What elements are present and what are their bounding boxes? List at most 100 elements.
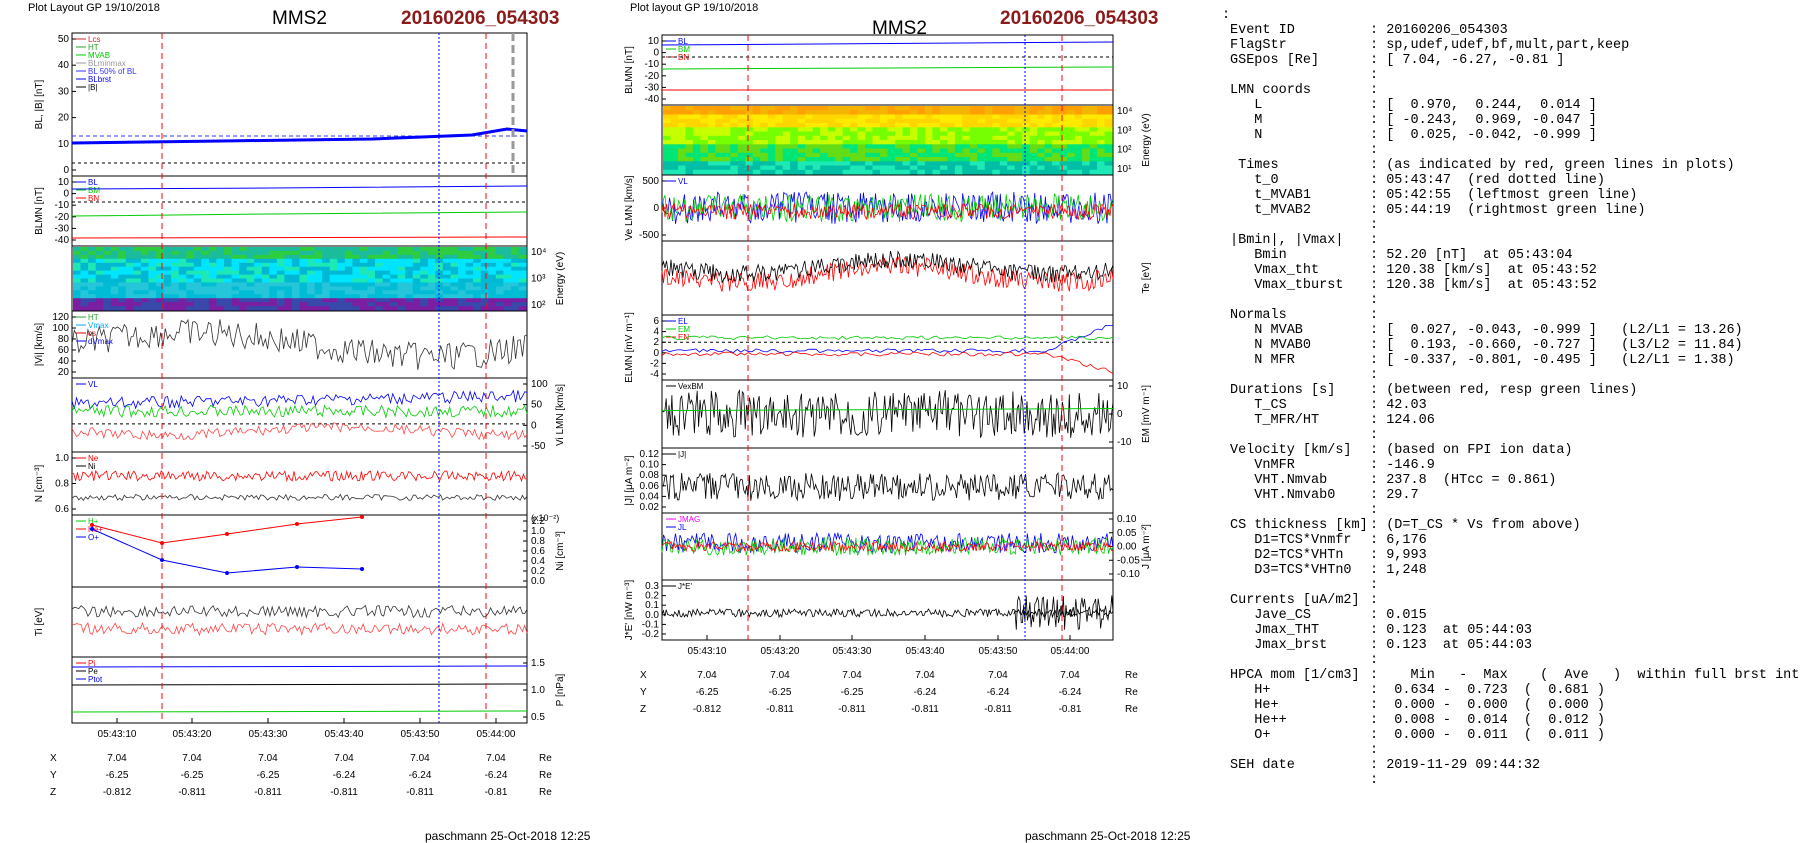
spectrogram-cell: [156, 306, 165, 311]
spectrogram-cell: [480, 302, 489, 307]
y-tick-label: 0.4: [531, 556, 545, 567]
spectrogram-cell: [427, 258, 437, 264]
spectrogram-cell: [163, 266, 172, 272]
spectrogram-cell: [842, 157, 851, 162]
spectrogram-cell: [480, 247, 489, 252]
spectrogram-cell: [208, 254, 218, 260]
info-value: : 20160206_054303: [1370, 23, 1508, 38]
spectrogram-cell: [880, 144, 889, 150]
spectrogram-cell: [329, 274, 338, 280]
spectrogram-cell: [700, 161, 709, 167]
spectrogram-cell: [1097, 118, 1106, 124]
spectrogram-cell: [992, 131, 1001, 137]
spectrogram-cell: [118, 286, 127, 291]
spectrogram-cell: [307, 266, 316, 272]
spectrogram-cell: [488, 294, 497, 299]
spectrogram-cell: [518, 294, 527, 299]
info-value: :: [1370, 593, 1379, 608]
spectrogram-cell: [1097, 144, 1106, 150]
spectrogram-cell: [797, 169, 806, 175]
spectrogram-cell: [984, 123, 993, 128]
y-tick-label: 0.3: [645, 581, 659, 592]
spectrogram-cell: [156, 298, 165, 303]
spectrogram-cell: [1014, 123, 1023, 128]
spectrogram-cell: [216, 250, 225, 256]
spectrogram-cell: [367, 286, 376, 291]
spectrogram-cell: [201, 247, 210, 252]
info-value: : (as indicated by red, green lines in p…: [1370, 158, 1735, 173]
spectrogram-cell: [954, 140, 963, 145]
left-event-title: 20160206_054303: [401, 8, 560, 29]
spectrogram-cell: [992, 114, 1001, 120]
spectrogram-cell: [700, 135, 709, 141]
spectrogram-cell: [775, 169, 784, 175]
spectrogram-cell: [307, 290, 316, 295]
spectrogram-cell: [269, 286, 278, 291]
spectrogram-cell: [1029, 118, 1038, 124]
spectrogram-cell: [186, 294, 195, 299]
spectrogram-cell: [790, 161, 799, 167]
y-tick-label: 10: [648, 36, 660, 47]
spectrogram-cell: [412, 282, 421, 287]
spectrogram-cell: [201, 262, 210, 268]
spectrogram-cell: [261, 278, 270, 283]
info-label: Event ID: [1230, 23, 1295, 38]
spectrogram-cell: [902, 131, 911, 137]
spectrogram-cell: [812, 148, 821, 154]
spectrogram-cell: [1082, 118, 1091, 124]
spectrogram-cell: [88, 278, 97, 283]
spectrogram-cell: [367, 274, 376, 280]
info-value: : sp,udef,udef,bf,mult,part,keep: [1370, 38, 1630, 53]
spectrogram-cell: [1022, 157, 1031, 162]
spectrogram-cell: [1067, 157, 1076, 162]
spectrogram-cell: [95, 258, 104, 264]
spectrogram-cell: [503, 278, 512, 283]
spectrogram-cell: [352, 254, 361, 260]
spectrogram-cell: [842, 123, 851, 128]
spectrogram-cell: [103, 282, 112, 287]
spectrogram-cell: [767, 114, 776, 120]
spectrogram-cell: [850, 165, 859, 171]
spectrogram-cell: [670, 144, 679, 150]
spectrogram-cell: [880, 161, 889, 167]
y-tick-label: 0.1: [645, 600, 659, 611]
spectrogram-cell: [977, 135, 986, 141]
spectrogram-cell: [80, 250, 89, 256]
spectrogram-cell: [1014, 106, 1023, 111]
spectrogram-cell: [1089, 131, 1098, 137]
spectrogram-cell: [495, 258, 504, 264]
spectrogram-cell: [450, 286, 459, 291]
y-axis-label: BLMN [nT]: [624, 46, 635, 94]
spectrogram-cell: [745, 110, 754, 116]
spectrogram-cell: [95, 290, 104, 295]
spectrogram-cell: [992, 135, 1001, 141]
spectrogram-cell: [954, 157, 963, 162]
spectrogram-cell: [95, 278, 104, 283]
spectrogram-cell: [216, 290, 225, 295]
spectrogram-cell: [442, 294, 452, 299]
spectrogram-cell: [887, 131, 896, 137]
spectrogram-cell: [700, 157, 709, 162]
spectrogram-cell: [239, 266, 248, 272]
spectrogram-cell: [939, 118, 948, 124]
spectrogram-cell: [367, 247, 376, 252]
spectrogram-cell: [495, 278, 504, 283]
spectrogram-cell: [261, 247, 270, 252]
spectrogram-cell: [427, 286, 437, 291]
spectrogram-cell: [670, 123, 679, 128]
spectrogram-cell: [480, 250, 489, 256]
spectrogram-cell: [495, 262, 504, 268]
y-tick-label: 0.10: [1117, 514, 1137, 525]
spectrogram-cell: [954, 169, 963, 175]
spectrogram-cell: [797, 148, 806, 154]
info-label: N MVAB: [1230, 323, 1303, 338]
spectrogram-cell: [80, 286, 89, 291]
spectrogram-cell: [737, 169, 746, 175]
y-tick-label: 120: [52, 312, 69, 323]
spectrogram-cell: [805, 110, 814, 116]
spectrogram-cell: [1097, 140, 1106, 145]
spectrogram-cell: [820, 157, 829, 162]
spectrogram-cell: [322, 306, 331, 311]
spectrogram-cell: [359, 270, 369, 276]
spectrogram-cell: [767, 140, 776, 145]
